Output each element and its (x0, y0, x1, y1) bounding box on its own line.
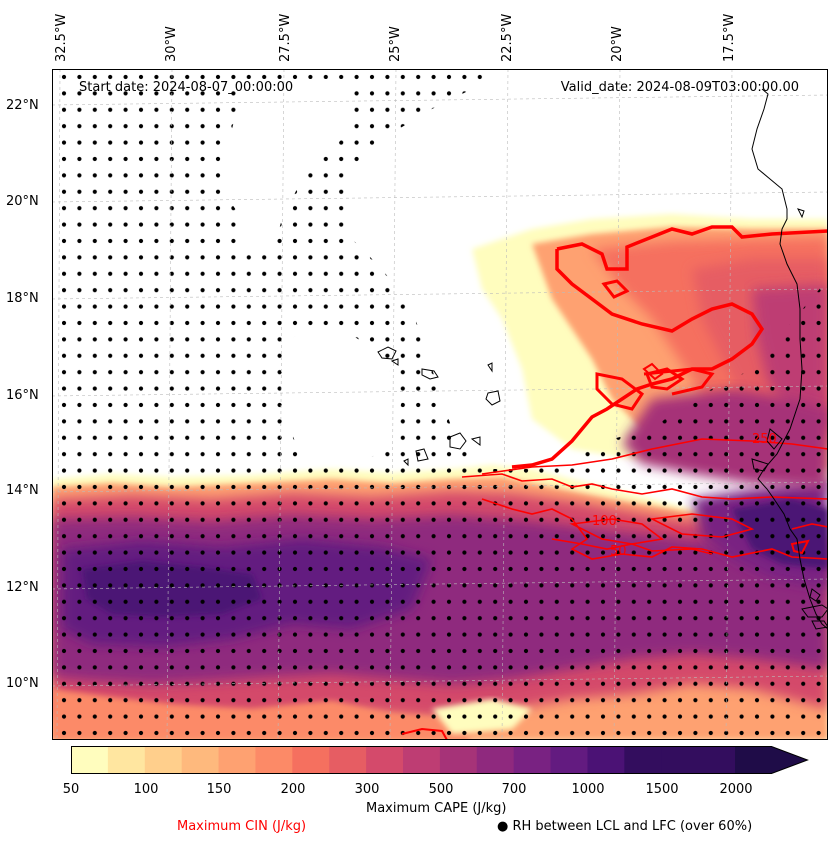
colorbar-swatch (476, 746, 515, 774)
map-frame (52, 69, 828, 740)
lon-label-20w: 20°W (610, 26, 625, 62)
colorbar-swatch (403, 746, 441, 774)
lon-label-25w: 25°W (388, 26, 403, 62)
colorbar-swatch (218, 746, 257, 774)
rh-legend-label: ● RH between LCL and LFC (over 60%) (497, 819, 753, 834)
cbar-tick-2000: 2000 (719, 782, 753, 797)
start-date-text: Start date: 2024-08-07_00:00:00 (79, 80, 293, 95)
colorbar-swatch (550, 746, 589, 774)
colorbar-swatch (181, 746, 220, 774)
colorbar-swatch (107, 746, 146, 774)
lon-label-27-5w: 27.5°W (278, 13, 293, 62)
cbar-tick-150: 150 (206, 782, 232, 797)
colorbar-swatch (661, 746, 736, 774)
colorbar-swatch (366, 746, 404, 774)
cin-legend-label: Maximum CIN (J/kg) (177, 819, 307, 834)
colorbar-extend-arrow (735, 746, 807, 774)
colorbar-swatch (255, 746, 293, 774)
lon-label-17-5w: 17.5°W (722, 13, 737, 62)
gridlines (52, 69, 828, 740)
colorbar (71, 746, 809, 774)
lon-label-30w: 30°W (164, 26, 179, 62)
colorbar-swatch (71, 746, 109, 774)
valid-date-text: Valid_date: 2024-08-09T03:00:00.00 (561, 80, 799, 95)
colorbar-swatch (329, 746, 367, 774)
colorbar-swatch (292, 746, 330, 774)
cbar-tick-100: 100 (133, 782, 159, 797)
cin-label-50: 50 (610, 544, 627, 559)
cin-label-250: 250 (752, 432, 777, 447)
lat-label-22n: 22°N (6, 98, 39, 113)
coastlines (377, 88, 828, 630)
lon-label-22-5w: 22.5°W (500, 13, 515, 62)
cbar-tick-50: 50 (62, 782, 80, 797)
colorbar-swatch (624, 746, 662, 774)
lat-label-14n: 14°N (6, 483, 39, 498)
colorbar-swatch (439, 746, 478, 774)
colorbar-swatch (144, 746, 183, 774)
colorbar-swatch (587, 746, 625, 774)
cbar-tick-300: 300 (354, 782, 380, 797)
lat-label-16n: 16°N (6, 388, 39, 403)
cbar-tick-500: 500 (428, 782, 454, 797)
cbar-tick-1500: 1500 (645, 782, 679, 797)
colorbar-swatches (71, 746, 736, 774)
lat-label-12n: 12°N (6, 580, 39, 595)
cin-label-100: 100 (592, 514, 617, 529)
lat-label-18n: 18°N (6, 291, 39, 306)
cbar-tick-200: 200 (280, 782, 306, 797)
cbar-tick-1000: 1000 (571, 782, 605, 797)
lat-label-10n: 10°N (6, 676, 39, 691)
colorbar-swatch (513, 746, 552, 774)
lon-label-32-5w: 32.5°W (54, 13, 69, 62)
rh-stipple (52, 69, 828, 740)
colorbar-label: Maximum CAPE (J/kg) (366, 801, 507, 816)
lat-label-20n: 20°N (6, 194, 39, 209)
map-panel: 250 100 50 Start date: 2024-08-07_00:00:… (52, 69, 828, 740)
cbar-tick-700: 700 (501, 782, 527, 797)
